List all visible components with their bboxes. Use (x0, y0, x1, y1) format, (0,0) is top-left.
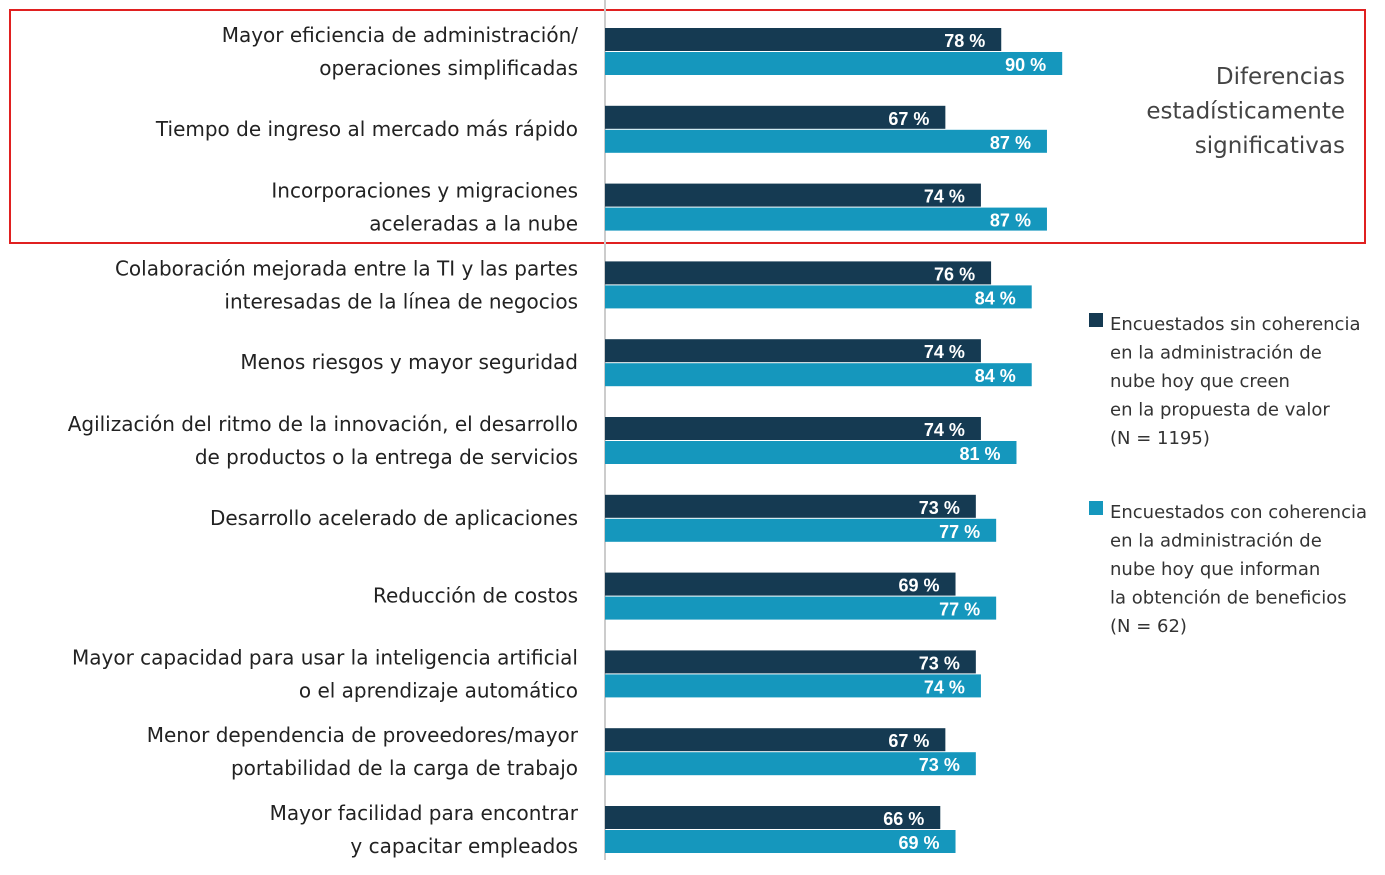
value-label: 73 % (919, 498, 960, 518)
bar (605, 674, 981, 698)
category-label: Tiempo de ingreso al mercado más rápido (155, 117, 578, 141)
bar (605, 650, 976, 674)
value-label: 87 % (990, 133, 1031, 153)
bar (605, 441, 1017, 464)
value-label: 74 % (924, 677, 965, 697)
value-label: 73 % (919, 755, 960, 775)
value-label: 74 % (924, 187, 965, 207)
value-label: 84 % (975, 288, 1016, 308)
bar (605, 261, 992, 285)
bar (605, 207, 1047, 231)
bar (605, 285, 1032, 309)
value-label: 67 % (888, 109, 929, 129)
value-label: 73 % (919, 653, 960, 673)
value-label: 90 % (1005, 55, 1046, 75)
bar (605, 830, 956, 853)
legend-swatch (1089, 313, 1103, 327)
value-label: 74 % (924, 342, 965, 362)
bar (605, 806, 941, 829)
value-label: 84 % (975, 366, 1016, 386)
category-label: Mayor eficiencia de administración/opera… (222, 23, 579, 80)
value-label: 74 % (924, 420, 965, 440)
category-label: Incorporaciones y migraciones aceleradas … (271, 179, 578, 236)
category-label: Desarrollo acelerado de aplicaciones (210, 506, 578, 530)
bar (605, 417, 981, 440)
value-label: 67 % (888, 731, 929, 751)
category-label: Reducción de costos (373, 584, 578, 608)
annotation: Diferencias estadísticamente significativa… (1146, 64, 1345, 159)
bar (605, 52, 1063, 75)
category-label: Mayor facilidad para encontrar y capacita… (270, 801, 579, 858)
value-label: 66 % (883, 809, 924, 829)
bar (605, 572, 956, 596)
bar (605, 752, 976, 776)
legend-swatch (1089, 501, 1103, 515)
value-label: 78 % (944, 31, 985, 51)
highlight-box (9, 9, 1366, 244)
legend-label: Encuestados sin coherencia en la administ… (1110, 314, 1360, 449)
value-label: 76 % (934, 264, 975, 284)
bar (605, 105, 946, 129)
bar (605, 728, 946, 752)
value-label: 77 % (939, 600, 980, 620)
bar (605, 129, 1047, 153)
bar (605, 28, 1002, 51)
bar (605, 339, 981, 363)
category-label: Colaboración mejorada entre la TI y las … (115, 256, 578, 313)
category-label: Menos riesgos y mayor seguridad (240, 350, 578, 374)
bar (605, 494, 976, 518)
bar (605, 363, 1032, 387)
value-label: 87 % (990, 211, 1031, 231)
bar (605, 183, 981, 207)
value-label: 81 % (959, 444, 1000, 464)
bar (605, 596, 997, 620)
legend-label: Encuestados con coherencia en la administ… (1110, 502, 1367, 637)
category-label: Agilización del ritmo de la innovación, … (68, 412, 578, 469)
category-label: Mayor capacidad para usar la inteligenci… (72, 645, 578, 702)
value-label: 69 % (898, 576, 939, 596)
value-label: 77 % (939, 522, 980, 542)
bar (605, 518, 997, 542)
category-label: Menor dependencia de proveedores/mayor po… (147, 723, 579, 780)
value-label: 69 % (898, 833, 939, 853)
